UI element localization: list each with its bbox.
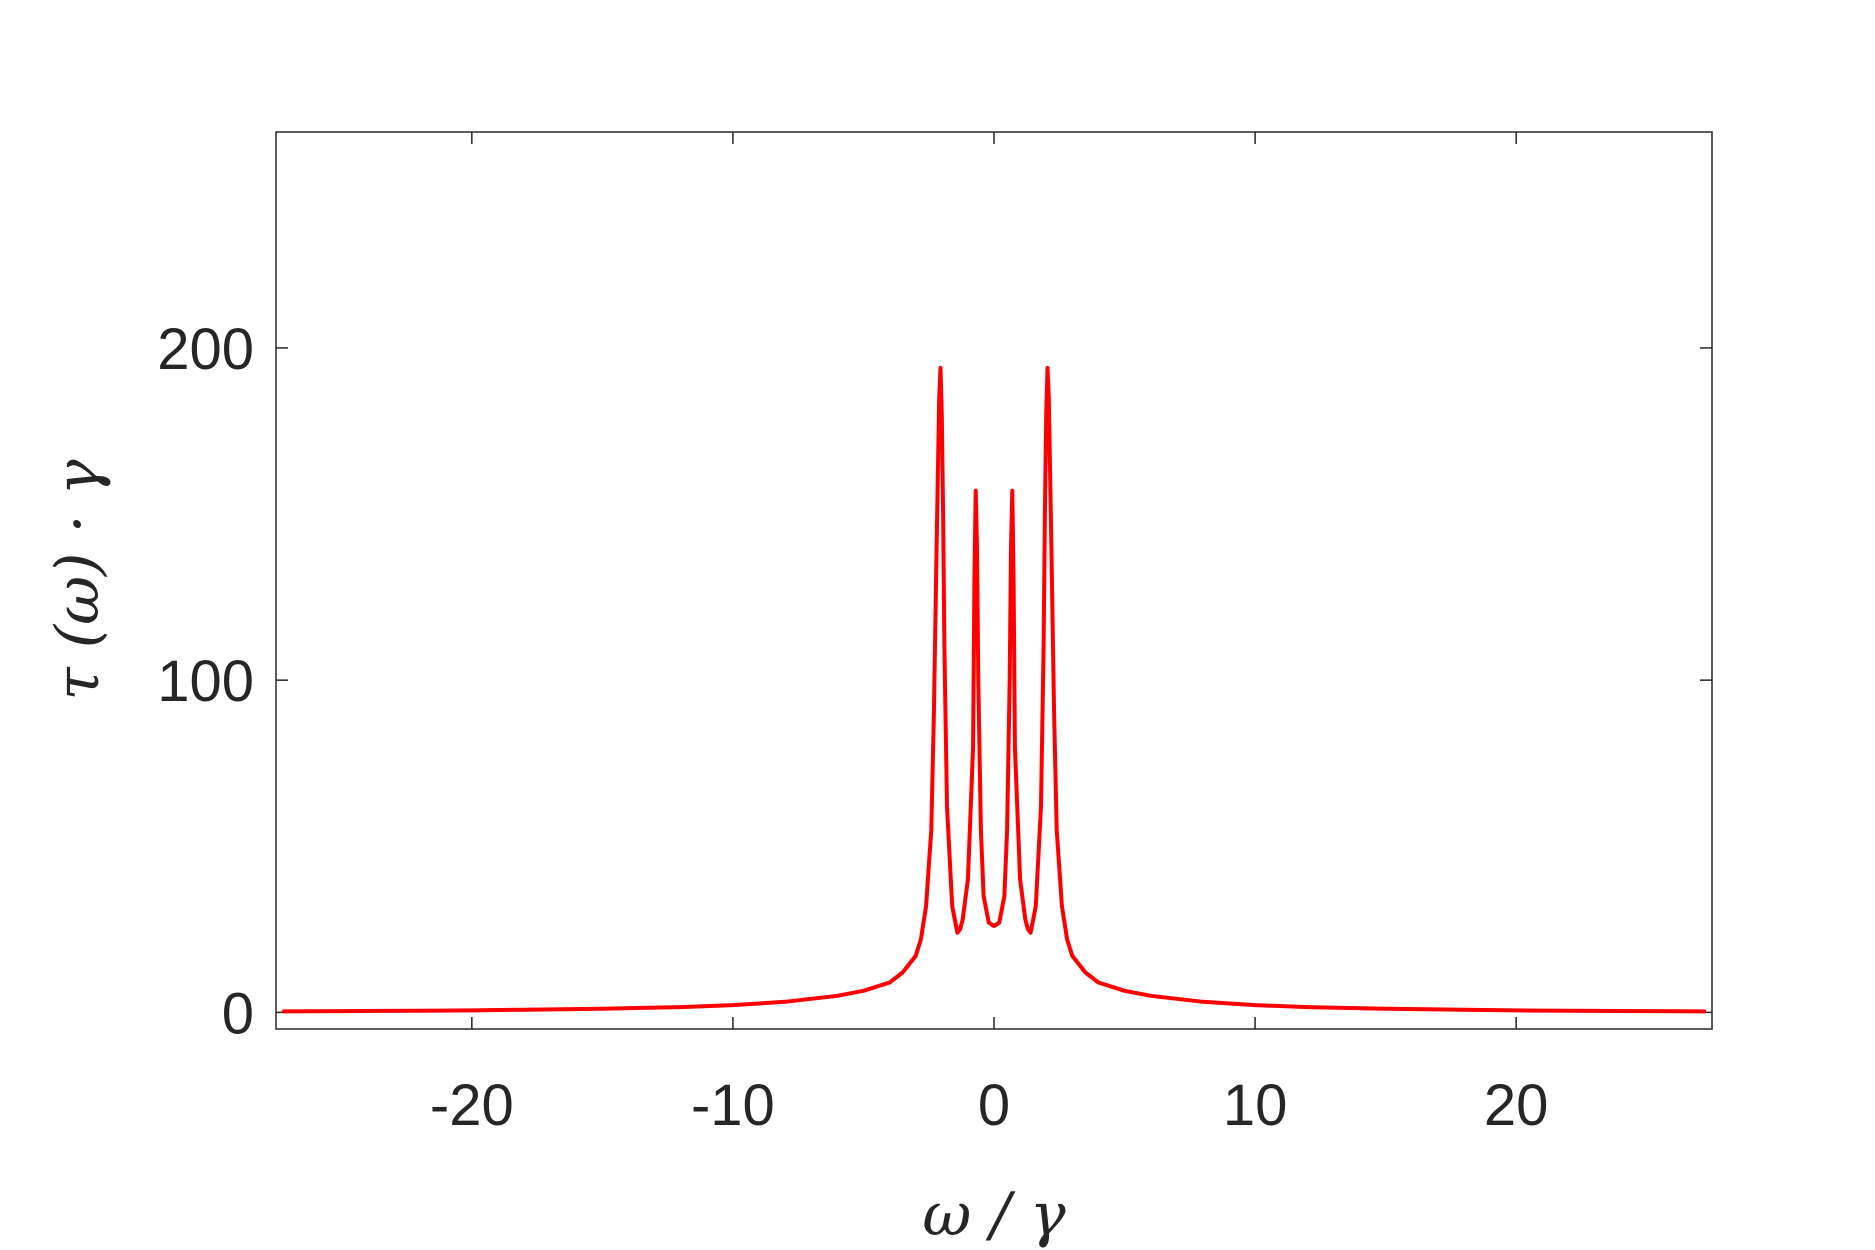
y-tick-label: 0 <box>222 981 254 1046</box>
y-tick-label: 100 <box>157 649 254 714</box>
x-tick-label: 20 <box>1484 1073 1549 1138</box>
x-tick-label: 0 <box>978 1073 1010 1138</box>
series-line <box>281 365 1707 1014</box>
axis-ticks <box>276 132 1712 1029</box>
y-tick-label: 200 <box>157 317 254 382</box>
x-tick-label: -20 <box>430 1073 514 1138</box>
x-tick-labels: -20 -10 0 10 20 <box>430 1073 1549 1138</box>
x-axis-title: ω / γ <box>922 1180 1065 1250</box>
plot-area <box>275 131 1713 1030</box>
x-tick-label: -10 <box>691 1073 775 1138</box>
series-layer <box>281 365 1707 1014</box>
y-tick-labels: 0 100 200 <box>157 317 254 1046</box>
x-tick-label: 10 <box>1223 1073 1288 1138</box>
y-axis-title: τ (ω) · γ <box>43 459 113 700</box>
